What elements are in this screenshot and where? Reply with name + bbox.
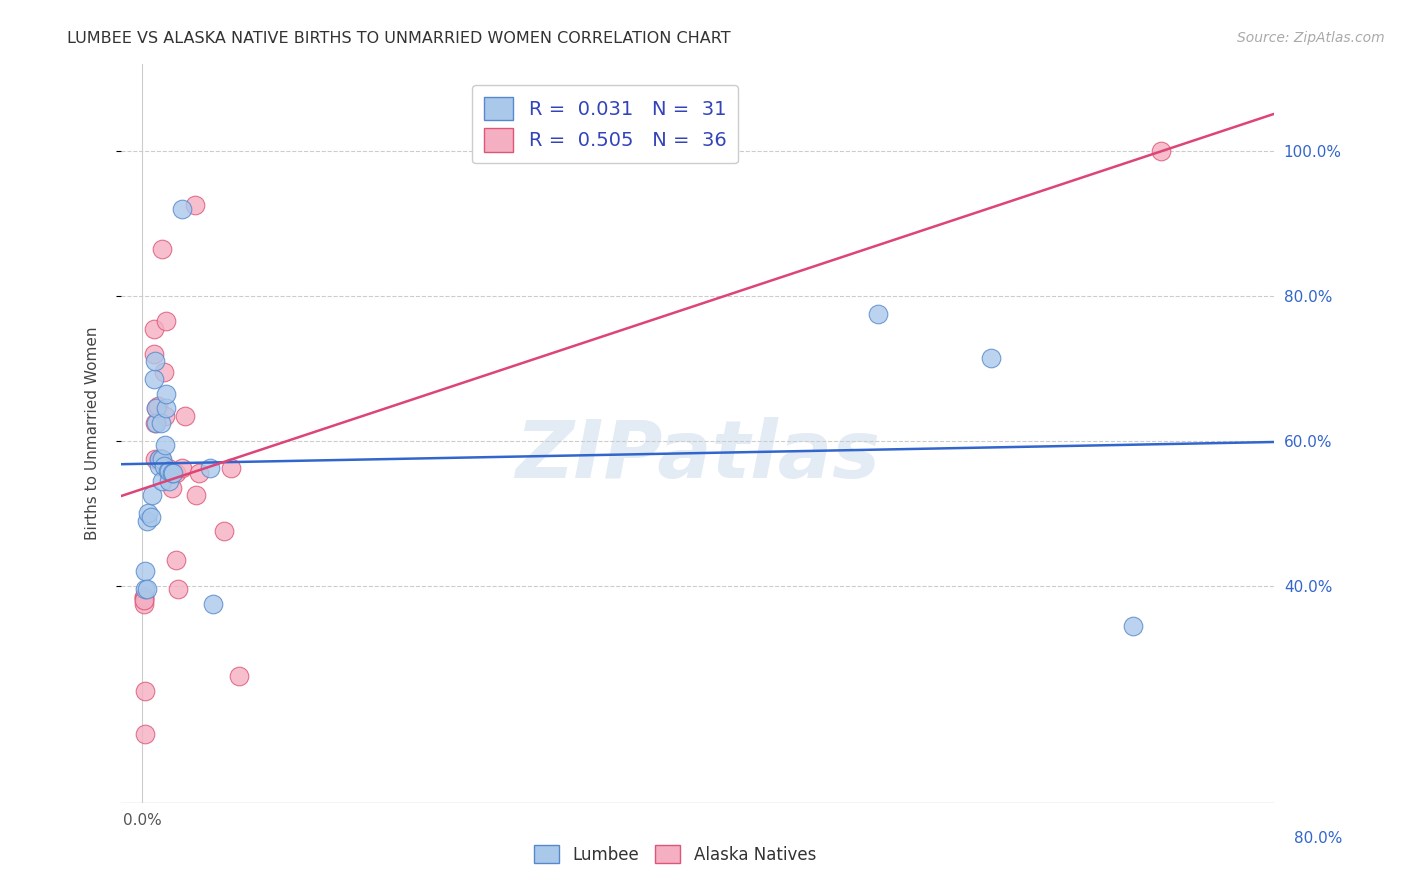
Point — [166, 582, 188, 597]
Point — [135, 582, 157, 597]
Point — [149, 452, 172, 467]
Point — [1150, 144, 1173, 158]
Point — [160, 481, 183, 495]
Point — [134, 684, 156, 698]
Point — [184, 488, 207, 502]
Point — [155, 386, 177, 401]
Point — [214, 524, 236, 539]
Point — [150, 474, 173, 488]
Point — [173, 409, 195, 423]
Point — [136, 507, 159, 521]
Point — [165, 467, 187, 481]
Text: Source: ZipAtlas.com: Source: ZipAtlas.com — [1237, 31, 1385, 45]
Point — [143, 354, 166, 368]
Point — [165, 553, 187, 567]
Point — [149, 452, 172, 467]
Point — [145, 416, 167, 430]
Point — [155, 314, 177, 328]
Point — [152, 365, 174, 379]
Point — [148, 459, 170, 474]
Point — [228, 669, 250, 683]
Point — [148, 452, 170, 467]
Point — [134, 564, 156, 578]
Text: LUMBEE VS ALASKA NATIVE BIRTHS TO UNMARRIED WOMEN CORRELATION CHART: LUMBEE VS ALASKA NATIVE BIRTHS TO UNMARR… — [67, 31, 731, 46]
Legend: R =  0.031   N =  31, R =  0.505   N =  36: R = 0.031 N = 31, R = 0.505 N = 36 — [472, 85, 738, 163]
Point — [187, 467, 209, 481]
Point — [159, 467, 181, 481]
Point — [155, 401, 177, 416]
Point — [152, 459, 174, 474]
Point — [980, 351, 1002, 365]
Point — [132, 593, 155, 607]
Point — [153, 409, 176, 423]
Point — [150, 242, 173, 256]
Point — [150, 452, 173, 467]
Text: ZIPatlas: ZIPatlas — [515, 417, 880, 495]
Point — [157, 467, 180, 481]
Point — [143, 416, 166, 430]
Point — [145, 401, 167, 416]
Point — [134, 582, 156, 597]
Point — [156, 461, 179, 475]
Point — [162, 466, 184, 480]
Point — [202, 597, 225, 611]
Point — [139, 510, 162, 524]
Point — [132, 590, 155, 604]
Point — [157, 464, 180, 478]
Point — [148, 452, 170, 467]
Point — [132, 597, 155, 611]
Point — [221, 461, 243, 475]
Point — [156, 464, 179, 478]
Point — [149, 416, 172, 430]
Point — [142, 321, 165, 335]
Point — [142, 372, 165, 386]
Point — [132, 590, 155, 604]
Legend: Lumbee, Alaska Natives: Lumbee, Alaska Natives — [527, 838, 823, 871]
Point — [141, 488, 163, 502]
Point — [170, 202, 193, 216]
Point — [183, 198, 205, 212]
Point — [143, 452, 166, 467]
Point — [134, 727, 156, 741]
Point — [135, 514, 157, 528]
Point — [153, 437, 176, 451]
Point — [170, 461, 193, 475]
Point — [1122, 618, 1144, 632]
Point — [160, 467, 183, 481]
Text: 80.0%: 80.0% — [1295, 830, 1343, 846]
Point — [145, 401, 167, 416]
Point — [157, 474, 180, 488]
Point — [200, 461, 222, 475]
Point — [866, 307, 889, 321]
Y-axis label: Births to Unmarried Women: Births to Unmarried Women — [86, 326, 100, 541]
Point — [142, 347, 165, 361]
Point — [132, 593, 155, 607]
Point — [146, 399, 169, 413]
